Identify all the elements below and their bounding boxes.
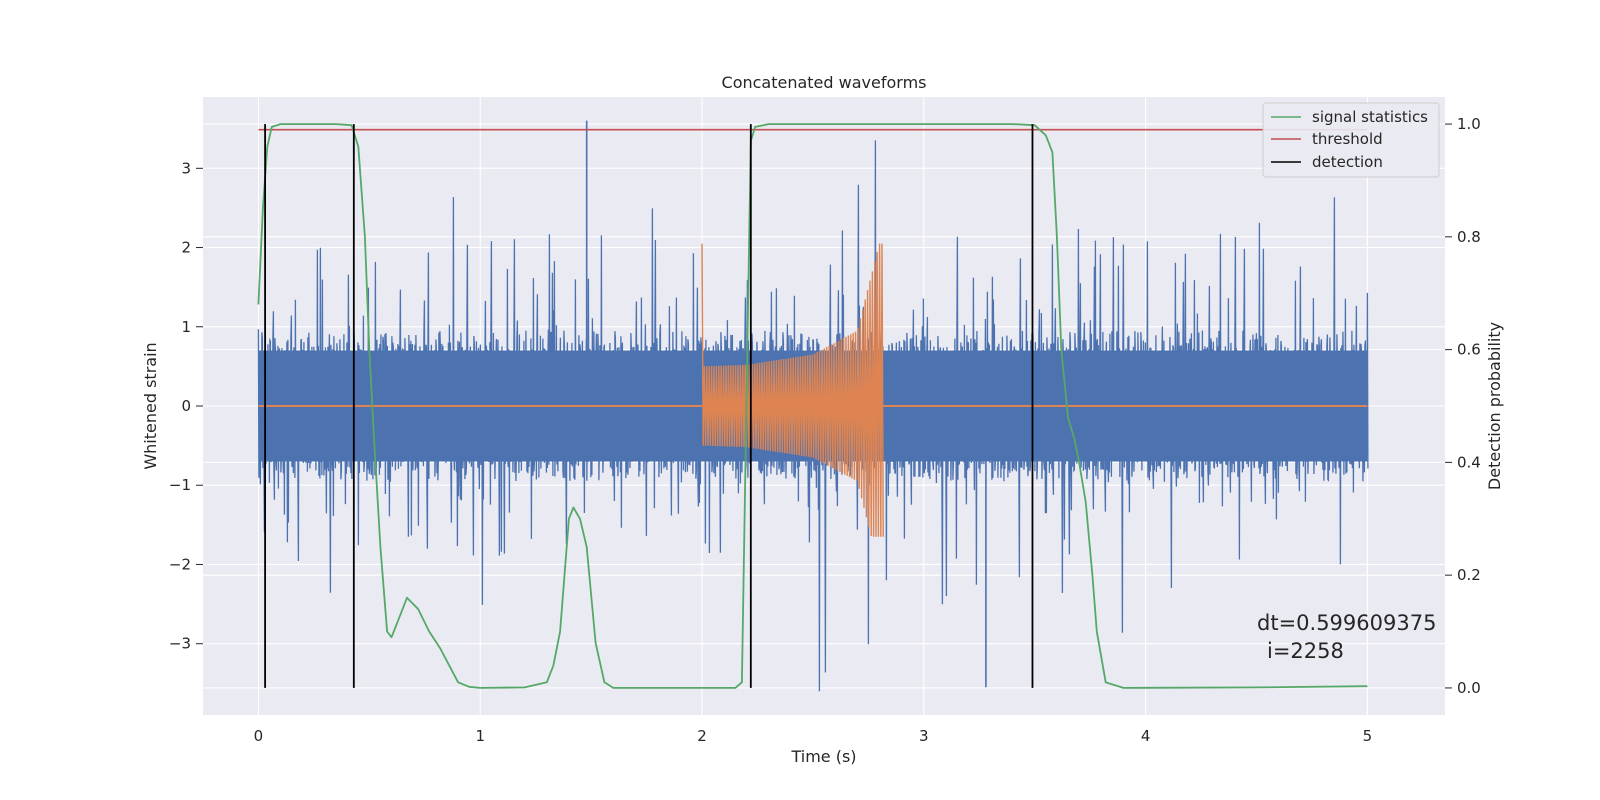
- legend-box: [1262, 102, 1440, 178]
- y-tick-label: 2: [181, 239, 191, 257]
- x-tick-label: 0: [254, 727, 264, 745]
- annotation-index: i=2258: [1267, 639, 1344, 663]
- x-axis-label: Time (s): [790, 747, 856, 766]
- x-tick-label: 4: [1141, 727, 1151, 745]
- y-tick-label: −2: [169, 555, 191, 573]
- y2-axis-label: Detection probability: [1485, 322, 1504, 490]
- detection-series: [264, 124, 1034, 688]
- x-tick-label: 3: [919, 727, 929, 745]
- y-tick-label: −3: [169, 635, 191, 653]
- annotation-dt: dt=0.599609375: [1257, 611, 1436, 635]
- legend-label-signal-statistics: signal statistics: [1312, 108, 1428, 126]
- y2-tick-label: 0.2: [1457, 566, 1481, 584]
- y2-tick-label: 1.0: [1457, 115, 1481, 133]
- x-tick-label: 5: [1363, 727, 1373, 745]
- x-tick-label: 2: [697, 727, 707, 745]
- y-tick-label: −1: [169, 476, 191, 494]
- y-tick-label: 3: [181, 159, 191, 177]
- x-tick-label: 1: [475, 727, 485, 745]
- y2-tick-label: 0.0: [1457, 679, 1481, 697]
- y-axis-label: Whitened strain: [141, 342, 160, 469]
- y-tick-label: 1: [181, 318, 191, 336]
- signal-series: [258, 243, 1368, 537]
- y2-tick-label: 0.6: [1457, 341, 1481, 359]
- y2-tick-label: 0.4: [1457, 453, 1481, 471]
- y-tick-label: 0: [181, 397, 191, 415]
- signal-statistics-series: [257, 123, 1368, 689]
- legend: signal statistics threshold detection: [1262, 102, 1440, 178]
- chart-title: Concatenated waveforms: [722, 73, 927, 92]
- legend-label-detection: detection: [1312, 153, 1383, 171]
- axis-ticks: 0 1 2 3 4 5 3 2 1 0 −1 −2 −3 1.0 0.8 0.6 0.4 0.2 0.0: [169, 115, 1481, 745]
- y2-tick-label: 0.8: [1457, 228, 1481, 246]
- legend-label-threshold: threshold: [1312, 130, 1383, 148]
- signal-statistics-line: [257, 123, 1368, 689]
- signal-trace: [701, 243, 884, 537]
